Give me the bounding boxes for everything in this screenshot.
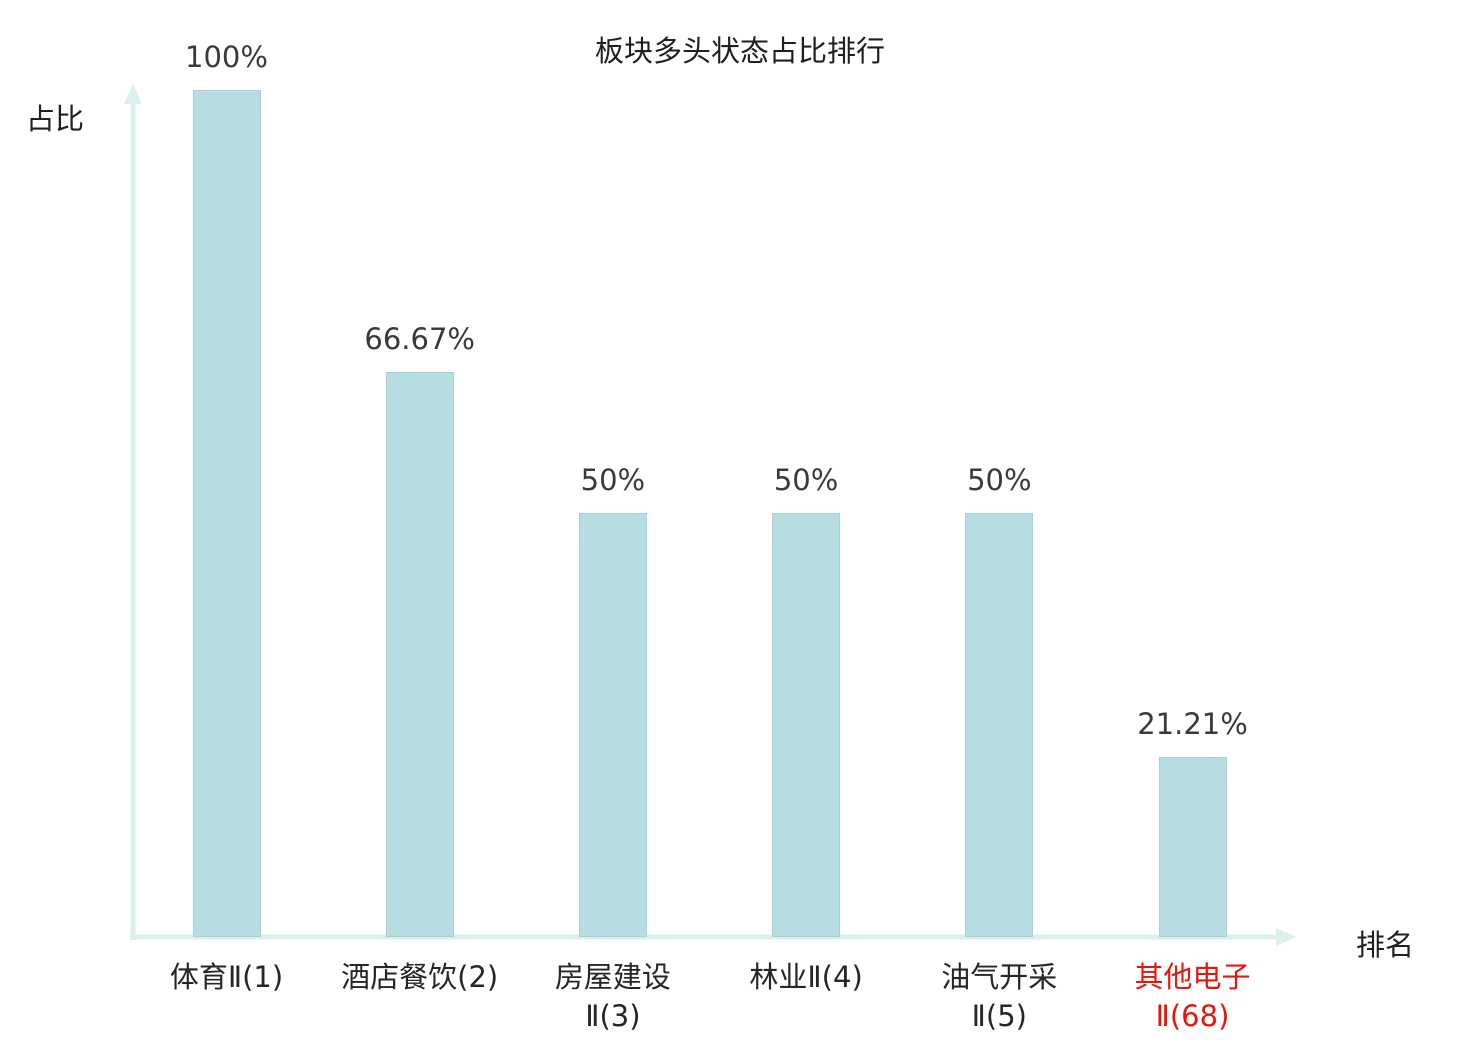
bar-category-line: 其他电子 — [1134, 960, 1251, 994]
x-axis — [130, 928, 1296, 946]
bar-value-label: 50% — [580, 463, 646, 497]
bar-category-line: Ⅱ(3) — [585, 999, 641, 1033]
bar-category-label: 油气开采 Ⅱ(5) — [859, 958, 1139, 1036]
bar — [192, 90, 261, 937]
y-axis-label: 占比 — [26, 102, 85, 136]
x-axis-label: 排名 — [1356, 928, 1415, 962]
bar-category-line: 酒店餐饮(2) — [341, 960, 499, 994]
bar-category-label: 体育Ⅱ(1) — [87, 958, 367, 997]
bar-category-line: 房屋建设 — [554, 960, 671, 994]
bar — [385, 372, 454, 937]
bar-category-line: 油气开采 — [941, 960, 1058, 994]
bar-category-label: 房屋建设 Ⅱ(3) — [473, 958, 753, 1036]
chart-title: 板块多头状态占比排行 — [594, 34, 885, 68]
bar-value-label: 100% — [185, 40, 268, 74]
bar-value-label: 50% — [773, 463, 839, 497]
x-axis-arrow-icon — [1276, 928, 1296, 946]
bar-category-label: 其他电子 Ⅱ(68) — [1053, 958, 1333, 1036]
bar — [1158, 757, 1227, 937]
bar-category-label: 酒店餐饮(2) — [280, 958, 560, 997]
bar — [965, 513, 1034, 937]
y-axis — [124, 84, 142, 940]
bar-value-label: 50% — [967, 463, 1032, 497]
bar-value-label: 66.67% — [364, 322, 475, 356]
bar-category-line: 体育Ⅱ(1) — [169, 960, 284, 994]
bar-category-line: Ⅱ(68) — [1155, 999, 1230, 1033]
bar-category-label: 林业Ⅱ(4) — [666, 958, 946, 997]
bar — [772, 513, 841, 937]
y-axis-arrow-icon — [124, 84, 142, 104]
bar — [578, 513, 647, 937]
bar-category-line: 林业Ⅱ(4) — [749, 960, 863, 994]
bar-category-line: Ⅱ(5) — [971, 999, 1027, 1033]
bar-value-label: 21.21% — [1137, 707, 1248, 741]
